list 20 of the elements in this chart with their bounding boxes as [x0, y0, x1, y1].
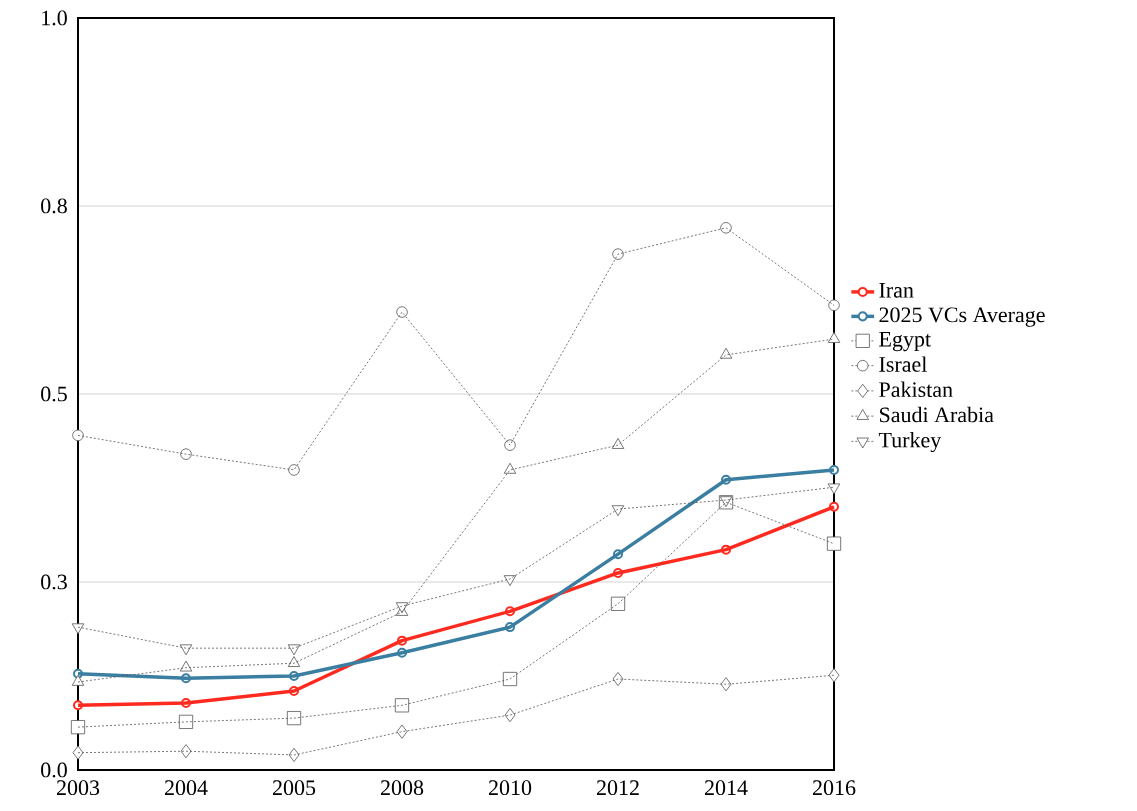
y-tick-label: 0.3: [41, 574, 67, 590]
legend-label: Pakistan: [879, 381, 953, 398]
y-tick-label: 1.0: [42, 10, 67, 26]
legend-label: Egypt: [879, 332, 931, 352]
x-tick-label: 2012: [596, 780, 639, 796]
x-tick-label: 2005: [272, 780, 316, 796]
x-tick-label: 2014: [704, 780, 748, 796]
legend-label: Saudi Arabia: [879, 406, 994, 423]
legend-label: Israel: [879, 356, 927, 372]
x-tick-label: 2008: [380, 780, 424, 796]
y-tick-label: 0.0: [41, 762, 67, 778]
legend-label: 2025 VCs Average: [879, 307, 1045, 327]
legend-label: Turkey: [878, 432, 942, 453]
y-tick-label: 0.8: [41, 198, 67, 214]
y-tick-label: 0.5: [41, 386, 67, 402]
x-tick-label: 2010: [488, 780, 532, 796]
x-tick-label: 2003: [56, 780, 100, 796]
x-tick-label: 2004: [164, 780, 208, 796]
x-tick-label: 2016: [812, 780, 856, 796]
legend-label: Iran: [879, 283, 914, 298]
